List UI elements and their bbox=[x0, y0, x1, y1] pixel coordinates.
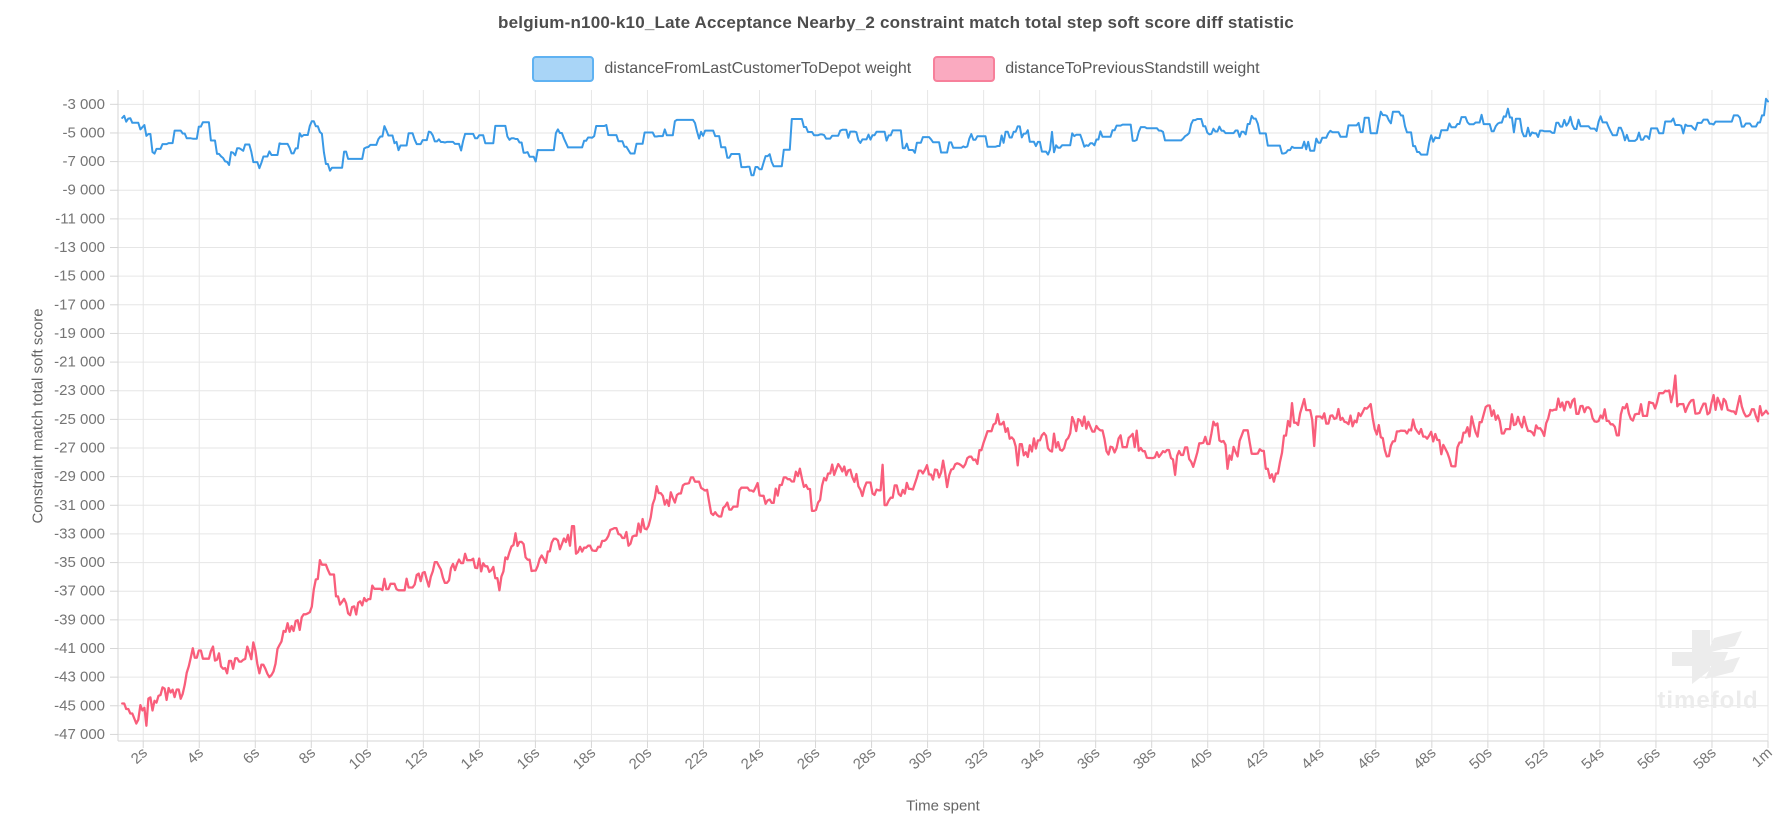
y-tick-label: -41 000 bbox=[54, 640, 105, 657]
grid bbox=[118, 90, 1769, 741]
y-tick-label: -39 000 bbox=[54, 611, 105, 628]
legend-label: distanceToPreviousStandstill weight bbox=[1005, 60, 1260, 77]
x-tick-label: 30s bbox=[906, 744, 935, 773]
y-tick-label: -15 000 bbox=[54, 268, 105, 285]
x-tick-label: 36s bbox=[1074, 744, 1103, 773]
x-tick-label: 52s bbox=[1522, 744, 1551, 773]
y-tick-label: -21 000 bbox=[54, 354, 105, 371]
legend-swatch-blue bbox=[532, 56, 595, 82]
y-tick-label: -11 000 bbox=[55, 210, 105, 227]
series-line-0 bbox=[121, 97, 1769, 177]
y-tick-label: -35 000 bbox=[54, 554, 105, 571]
legend-item-distanceToPreviousStandstill[interactable]: distanceToPreviousStandstill weight bbox=[933, 56, 1260, 82]
x-tick-label: 4s bbox=[184, 744, 207, 767]
y-tick-label: -45 000 bbox=[54, 697, 105, 714]
y-tick-label: -43 000 bbox=[54, 669, 105, 686]
x-tick-label: 54s bbox=[1578, 744, 1607, 773]
y-axis-title: Constraint match total soft score bbox=[29, 308, 47, 524]
y-tick-label: -17 000 bbox=[54, 296, 105, 313]
x-tick-label: 44s bbox=[1298, 744, 1327, 773]
x-tick-label: 48s bbox=[1410, 744, 1439, 773]
y-tick-label: -37 000 bbox=[54, 583, 105, 600]
chart-title: belgium-n100-k10_Late Acceptance Nearby_… bbox=[498, 13, 1294, 32]
x-tick-label: 22s bbox=[682, 744, 711, 773]
x-tick-label: 16s bbox=[514, 744, 543, 773]
watermark-logo: timefold bbox=[1657, 630, 1758, 714]
y-tick-label: -23 000 bbox=[54, 382, 105, 399]
x-tick-label: 1m bbox=[1749, 744, 1776, 771]
x-tick-label: 38s bbox=[1130, 744, 1159, 773]
x-tick-label: 20s bbox=[626, 744, 655, 773]
x-tick-label: 46s bbox=[1354, 744, 1383, 773]
x-tick-label: 8s bbox=[296, 744, 319, 767]
x-tick-label: 2s bbox=[128, 744, 151, 767]
x-tick-label: 24s bbox=[738, 744, 767, 773]
x-tick-label: 32s bbox=[962, 744, 991, 773]
y-tick-label: -3 000 bbox=[62, 96, 105, 113]
x-tick-label: 10s bbox=[346, 744, 375, 773]
y-tick-label: -29 000 bbox=[54, 468, 105, 485]
y-tick-label: -25 000 bbox=[54, 411, 105, 428]
x-tick-label: 58s bbox=[1690, 744, 1719, 773]
legend-item-distanceFromLastCustomerToDepot[interactable]: distanceFromLastCustomerToDepot weight bbox=[532, 56, 911, 82]
y-tick-label: -9 000 bbox=[62, 182, 105, 199]
x-tick-label: 18s bbox=[570, 744, 599, 773]
x-tick-label: 50s bbox=[1466, 744, 1495, 773]
x-axis-title: Time spent bbox=[906, 797, 980, 815]
legend: distanceFromLastCustomerToDepot weight d… bbox=[0, 56, 1792, 82]
series-line-1 bbox=[121, 374, 1770, 727]
x-tick-label: 14s bbox=[458, 744, 487, 773]
x-tick-label: 12s bbox=[402, 744, 431, 773]
x-tick-label: 40s bbox=[1186, 744, 1215, 773]
x-tick-label: 56s bbox=[1634, 744, 1663, 773]
x-tick-label: 28s bbox=[850, 744, 879, 773]
y-tick-label: -31 000 bbox=[54, 497, 105, 514]
x-tick-label: 6s bbox=[240, 744, 263, 767]
legend-swatch-pink bbox=[933, 56, 996, 82]
y-tick-label: -33 000 bbox=[54, 525, 105, 542]
x-tick-label: 34s bbox=[1018, 744, 1047, 773]
y-tick-label: -27 000 bbox=[54, 440, 105, 457]
x-tick-label: 26s bbox=[794, 744, 823, 773]
y-tick-label: -47 000 bbox=[54, 726, 105, 743]
y-tick-label: -13 000 bbox=[54, 239, 105, 256]
y-tick-label: -7 000 bbox=[62, 153, 105, 170]
y-tick-label: -5 000 bbox=[62, 124, 105, 141]
y-tick-label: -19 000 bbox=[54, 325, 105, 342]
watermark-text: timefold bbox=[1657, 687, 1758, 714]
x-tick-label: 42s bbox=[1242, 744, 1271, 773]
legend-label: distanceFromLastCustomerToDepot weight bbox=[604, 60, 912, 77]
